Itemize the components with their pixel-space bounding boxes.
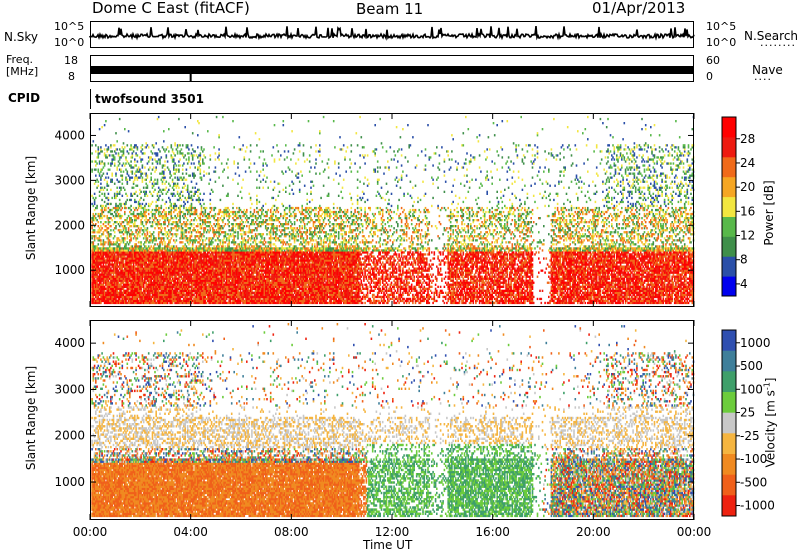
velocity-colorbar-swatch — [722, 433, 736, 455]
cpid-label: CPID — [8, 92, 40, 104]
nsky-label: N.Sky — [4, 31, 38, 43]
velocity-ylabel: Slant Range [km] — [24, 363, 38, 473]
power-colorbar-tick-label: 8 — [740, 253, 748, 267]
power-colorbar-label: Power [dB] — [762, 168, 776, 258]
power-colorbar-swatch — [722, 136, 736, 158]
station-title: Dome C East (fitACF) — [92, 1, 250, 16]
x-axis-label: Time UT — [363, 539, 412, 551]
power-colorbar-swatch — [722, 236, 736, 257]
x-tick-label: 00:00 — [73, 525, 108, 539]
x-tick-label: 20:00 — [576, 525, 611, 539]
nave-label: Nave — [752, 64, 783, 76]
velocity-colorbar-swatch — [722, 495, 736, 517]
power-colorbar-tick-label: 20 — [740, 180, 755, 194]
power-ytick-label: 1000 — [54, 263, 85, 277]
power-heatmap-cells — [91, 115, 695, 305]
velocity-colorbar-tick-label: 500 — [740, 359, 763, 373]
power-colorbar-swatch — [722, 196, 736, 217]
power-ytick-label: 3000 — [54, 173, 85, 187]
x-tick-label: 16:00 — [475, 525, 510, 539]
power-colorbar-tick-label: 24 — [740, 156, 755, 170]
power-ytick-label: 2000 — [54, 218, 85, 232]
beam-label: Beam 11 — [356, 2, 423, 17]
power-colorbar-swatch — [722, 276, 736, 297]
nave-dots: ···· — [754, 74, 772, 85]
velocity-panel-frame — [90, 320, 694, 520]
velocity-colorbar-frame — [721, 329, 737, 517]
velocity-colorbar-tick-label: 25 — [740, 406, 755, 420]
velocity-colorbar-tick-label: -25 — [740, 429, 760, 443]
velocity-ytick-label: 4000 — [54, 336, 85, 350]
nsky-top-tick: 10^5 — [54, 21, 84, 32]
velocity-colorbar-swatch — [722, 371, 736, 393]
power-colorbar-tick-label: 12 — [740, 229, 755, 243]
power-ylabel: Slant Range [km] — [24, 153, 38, 263]
power-colorbar-tick-label: 16 — [740, 204, 755, 218]
freq-unit: [MHz] — [6, 66, 38, 77]
x-tick-label: 08:00 — [274, 525, 309, 539]
velocity-colorbar-label: Velocity [m s-1] — [763, 363, 778, 483]
power-colorbar-frame — [721, 116, 737, 297]
x-tick-label: 00:00 — [677, 525, 712, 539]
velocity-ytick-label: 2000 — [54, 429, 85, 443]
nsky-trace — [89, 26, 695, 41]
cpid-strip — [90, 89, 694, 109]
velocity-colorbar-swatch — [722, 412, 736, 434]
cpid-value: twofsound 3501 — [95, 93, 204, 105]
date-label: 01/Apr/2013 — [592, 1, 685, 16]
freq-top-tick: 18 — [64, 55, 78, 66]
power-colorbar-tick-label: 28 — [740, 132, 755, 146]
nsearch-bottom-tick: 10^0 — [706, 37, 736, 48]
velocity-colorbar-tick-label: 1000 — [740, 336, 771, 350]
nsearch-dots: ········ — [760, 40, 796, 51]
power-colorbar-swatch — [722, 117, 736, 138]
velocity-colorbar-swatch — [722, 350, 736, 372]
velocity-colorbar-tick-label: 100 — [740, 382, 763, 396]
velocity-colorbar-tick-label: -100 — [740, 452, 767, 466]
power-panel-frame — [90, 113, 694, 307]
nave-bottom-tick: 0 — [706, 71, 713, 82]
nsky-strip — [90, 21, 694, 48]
power-colorbar-swatch — [722, 256, 736, 277]
velocity-colorbar-tick-label: -500 — [740, 475, 767, 489]
velocity-colorbar-swatch — [722, 330, 736, 352]
freq-bottom-tick: 8 — [68, 71, 75, 82]
power-ytick-label: 4000 — [54, 128, 85, 142]
velocity-colorbar-swatch — [722, 392, 736, 414]
velocity-colorbar-swatch — [722, 454, 736, 476]
nsearch-label: N.Search — [744, 30, 798, 42]
power-colorbar-swatch — [722, 156, 736, 178]
velocity-colorbar-tick-label: -1000 — [740, 499, 775, 513]
power-colorbar-tick-label: 4 — [740, 277, 748, 291]
velocity-ytick-label: 3000 — [54, 382, 85, 396]
velocity-colorbar-swatch — [722, 474, 736, 496]
nsearch-top-tick: 10^5 — [706, 21, 736, 32]
freq-trace — [90, 66, 694, 74]
power-colorbar-swatch — [722, 216, 736, 237]
x-tick-label: 04:00 — [173, 525, 208, 539]
x-tick-label: 12:00 — [375, 525, 410, 539]
power-colorbar-swatch — [722, 176, 736, 198]
nave-top-tick: 60 — [706, 55, 720, 66]
nsky-bottom-tick: 10^0 — [54, 37, 84, 48]
freq-label: Freq. — [6, 54, 33, 65]
velocity-ytick-label: 1000 — [54, 475, 85, 489]
velocity-heatmap-cells — [91, 323, 695, 518]
